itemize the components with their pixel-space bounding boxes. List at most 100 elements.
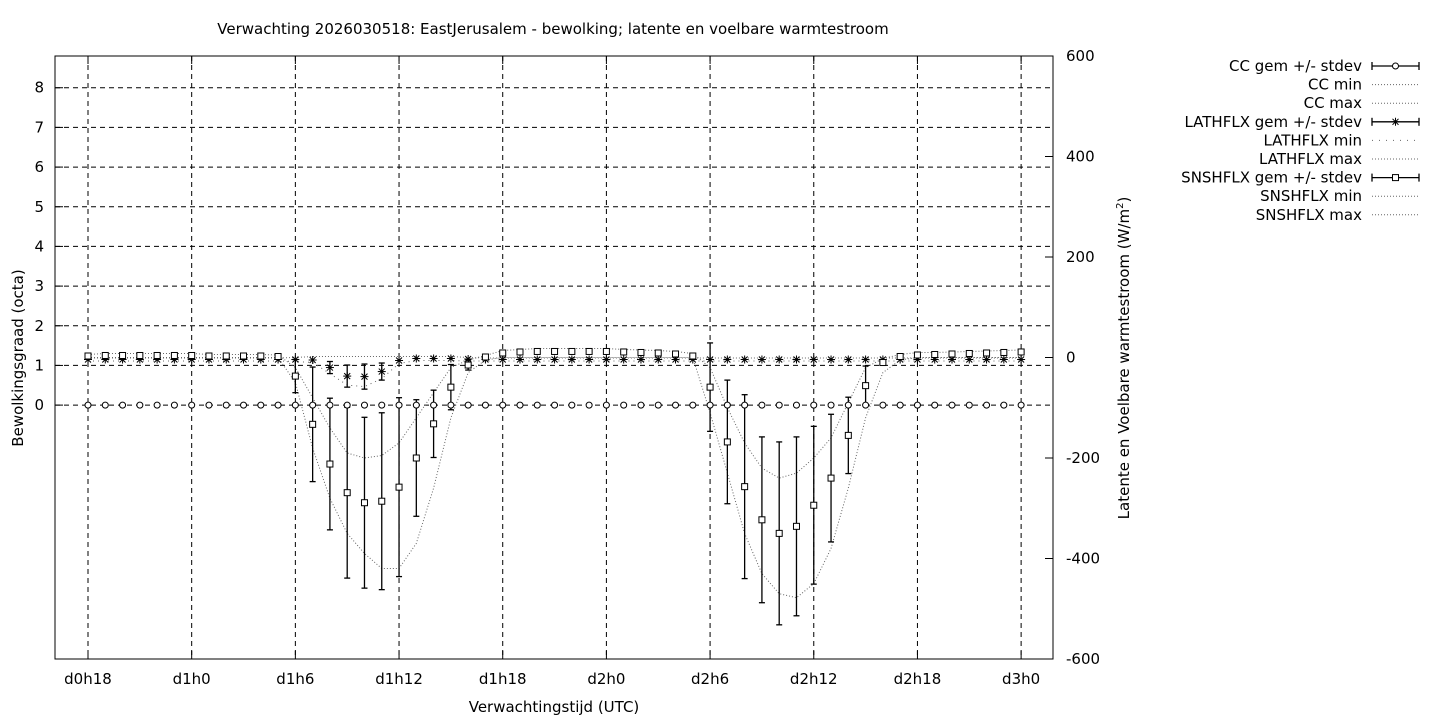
lathflx-point — [498, 355, 507, 364]
snshflx-point — [343, 489, 351, 497]
legend-star-marker — [1391, 117, 1400, 126]
y2-tick-label: 0 — [1066, 349, 1076, 367]
legend-label: SNSHFLX max — [1256, 206, 1362, 224]
lathflx-point — [844, 355, 853, 364]
lathflx-point-stroke — [326, 364, 334, 371]
snshflx-point — [84, 352, 92, 360]
snshflx-point — [101, 351, 109, 359]
cc-point — [723, 401, 731, 409]
legend-star-marker-stroke — [1392, 118, 1399, 126]
cc-point — [84, 401, 92, 409]
x-tick-label: d2h0 — [587, 670, 625, 688]
cc-point — [931, 401, 939, 409]
cc-point — [896, 401, 904, 409]
lathflx-point — [585, 355, 594, 364]
snshflx-point — [568, 347, 576, 355]
lathflx-point-stroke — [603, 356, 610, 363]
cc-point — [464, 401, 472, 409]
lathflx-point — [412, 354, 421, 363]
cc-point — [170, 401, 178, 409]
cc-point — [188, 401, 196, 409]
lathflx-point — [602, 355, 611, 364]
y2-tick-label: -400 — [1066, 550, 1100, 568]
lathflx-point — [809, 355, 818, 364]
lathflx-point — [965, 355, 974, 364]
snshflx-point — [758, 516, 766, 524]
y2-tick-label: 200 — [1066, 248, 1095, 266]
axes: d0h18 d1h0 d1h6 d1h12 d1h18 d2h0 d2h6 d2h12 d2h1… — [34, 47, 1100, 688]
legend-circle-marker — [1392, 62, 1399, 70]
cc-point — [654, 401, 662, 409]
legend-label: LATHFLX min — [1263, 131, 1362, 149]
error-bars — [292, 342, 869, 626]
lathflx-point-stroke — [724, 356, 731, 363]
cc-point — [516, 401, 524, 409]
snshflx-point — [222, 352, 230, 360]
y-tick-label: 3 — [34, 277, 44, 295]
legend-label: CC max — [1304, 94, 1363, 112]
cc-point — [136, 401, 144, 409]
lathflx-point — [999, 355, 1008, 364]
snshflx-point — [689, 352, 697, 360]
snshflx-point — [810, 501, 818, 509]
y2-axis-title-main: Latente en Voelbare warmtestroom (W/m — [1115, 209, 1133, 519]
lathflx-point-stroke — [292, 356, 299, 363]
lathflx-point-stroke — [793, 356, 800, 363]
lathflx-point — [982, 355, 991, 364]
lathflx-point-stroke — [1017, 356, 1025, 363]
lathflx-point-stroke — [516, 356, 524, 363]
snshflx-point — [896, 352, 904, 360]
snshflx-point — [879, 359, 887, 367]
lathflx-point-stroke — [620, 356, 628, 363]
cc-point — [481, 401, 489, 409]
cc-point — [620, 401, 628, 409]
snshflx-point — [741, 483, 749, 491]
lathflx-point — [325, 363, 334, 372]
cc-point — [810, 401, 818, 409]
y-tick-label: 0 — [34, 396, 44, 414]
snshflx-point — [551, 347, 559, 355]
snshflx-point — [326, 460, 334, 468]
lathflx-point-stroke — [965, 356, 973, 363]
lathflx-point — [706, 355, 715, 364]
snshflx-point — [672, 350, 680, 358]
snshflx-point — [205, 352, 213, 360]
cc-point — [343, 401, 351, 409]
lathflx-point-stroke — [585, 356, 593, 363]
lathflx-point-stroke — [844, 356, 852, 363]
snshflx-point — [1000, 348, 1008, 356]
lathflx-point — [619, 355, 628, 364]
snshflx-point — [309, 420, 317, 428]
cc-point — [430, 401, 438, 409]
lathflx-point-stroke — [464, 355, 472, 363]
cc-point — [274, 401, 282, 409]
legend-label: SNSHFLX min — [1260, 187, 1362, 205]
lathflx-point-stroke — [551, 356, 558, 363]
lathflx-point — [395, 356, 404, 365]
snshflx-point — [948, 350, 956, 358]
legend-label: CC gem +/- stdev — [1229, 57, 1362, 75]
y-tick-label: 2 — [34, 317, 44, 335]
cc-point — [706, 401, 714, 409]
lathflx-point — [1017, 355, 1026, 364]
lathflx-point — [550, 355, 559, 364]
cc-point — [551, 401, 559, 409]
lathflx-point-stroke — [827, 356, 835, 363]
snshflx-point — [792, 522, 800, 530]
snshflx-point — [602, 347, 610, 355]
x-tick-label: d2h6 — [691, 670, 729, 688]
snshflx-point — [447, 383, 455, 391]
x-tick-label: d1h12 — [375, 670, 423, 688]
snshflx-point — [153, 351, 161, 359]
snshflx-point — [637, 348, 645, 356]
snshflx-point — [257, 352, 265, 360]
snshflx-point — [983, 349, 991, 357]
snshflx-point — [291, 372, 299, 380]
snshflx-point — [240, 352, 248, 360]
min-max-curves — [87, 348, 1022, 599]
cc-point — [119, 401, 127, 409]
legend-label: CC min — [1308, 76, 1362, 94]
cc-point — [672, 401, 680, 409]
snshflx-point — [533, 347, 541, 355]
